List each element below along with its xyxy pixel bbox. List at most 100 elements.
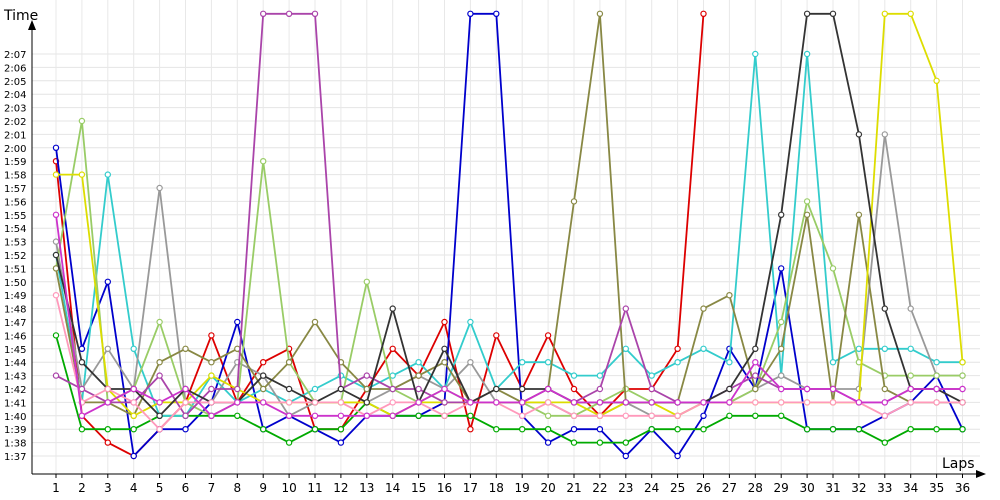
data-point <box>907 399 914 406</box>
data-point <box>881 385 889 393</box>
data-point <box>52 292 60 299</box>
data-point <box>570 426 578 433</box>
data-point <box>52 238 60 245</box>
data-point <box>519 399 526 406</box>
data-point <box>700 345 707 352</box>
data-point <box>467 399 474 406</box>
data-point <box>441 359 448 366</box>
series-line <box>55 12 963 417</box>
series-line <box>55 12 963 417</box>
data-point <box>78 345 86 352</box>
data-point <box>519 412 526 419</box>
x-tick-label: 21 <box>566 481 581 495</box>
data-point <box>596 385 604 393</box>
data-point <box>363 372 370 379</box>
data-point <box>156 184 163 192</box>
data-point <box>208 372 215 379</box>
data-point <box>78 426 86 433</box>
x-tick-label: 19 <box>515 481 530 495</box>
data-point <box>467 412 474 419</box>
data-point <box>260 399 267 406</box>
data-point <box>182 426 189 433</box>
data-point <box>596 412 604 419</box>
data-point <box>933 385 940 393</box>
data-point <box>52 211 60 218</box>
y-tick-label: 1:41 <box>4 398 26 409</box>
x-tick-label: 15 <box>411 481 426 495</box>
series-1 <box>52 10 707 460</box>
series-line <box>55 294 963 431</box>
data-point <box>260 385 267 393</box>
y-tick-label: 1:38 <box>4 439 26 450</box>
data-point <box>104 399 112 406</box>
x-axis-arrow <box>976 470 986 478</box>
data-point <box>778 399 785 406</box>
y-tick-label: 1:46 <box>4 331 26 342</box>
y-tick-label: 1:57 <box>4 184 26 195</box>
data-point <box>234 399 241 406</box>
x-tick-label: 8 <box>233 481 241 495</box>
data-point <box>959 385 966 393</box>
data-point <box>104 278 112 285</box>
data-point <box>467 10 474 18</box>
data-point <box>182 345 189 352</box>
data-point <box>363 385 370 393</box>
y-tick-label: 2:04 <box>4 90 26 101</box>
data-point <box>803 50 811 58</box>
data-point <box>415 412 422 419</box>
data-point <box>959 372 966 379</box>
x-tick-label: 13 <box>359 481 374 495</box>
data-point <box>570 385 578 393</box>
data-point <box>156 318 163 326</box>
data-point <box>493 399 500 406</box>
data-point <box>78 171 86 178</box>
data-point <box>208 385 215 393</box>
data-point <box>907 372 914 379</box>
data-point <box>234 385 241 393</box>
data-point <box>130 345 137 352</box>
y-tick-label: 1:45 <box>4 345 26 356</box>
data-point <box>700 426 707 433</box>
data-point <box>182 412 189 419</box>
data-point <box>389 345 396 352</box>
data-point <box>933 426 940 433</box>
data-point <box>389 305 396 312</box>
x-tick-label: 1 <box>52 481 60 495</box>
data-point <box>544 359 552 366</box>
data-point <box>778 412 785 419</box>
data-point <box>285 359 293 366</box>
data-point <box>285 439 293 446</box>
data-point <box>933 77 940 85</box>
data-point <box>208 399 215 406</box>
data-point <box>130 399 137 406</box>
data-point <box>778 372 785 379</box>
data-point <box>829 385 837 393</box>
data-point <box>156 399 163 406</box>
data-point <box>855 131 863 138</box>
data-point <box>881 131 889 138</box>
data-point <box>752 345 759 352</box>
data-point <box>570 372 578 379</box>
x-tick-label: 27 <box>722 481 737 495</box>
data-point <box>337 399 345 406</box>
data-point <box>881 399 889 406</box>
data-point <box>752 412 759 419</box>
data-point <box>441 399 448 406</box>
data-point <box>881 412 889 419</box>
data-point <box>907 426 914 433</box>
data-point <box>415 359 422 366</box>
data-point <box>622 305 630 312</box>
data-point <box>803 385 811 393</box>
x-tick-label: 17 <box>463 481 478 495</box>
x-tick-label: 29 <box>774 481 789 495</box>
y-tick-label: 1:37 <box>4 452 26 463</box>
y-tick-label: 1:50 <box>4 278 26 289</box>
data-point <box>519 385 526 393</box>
x-tick-label: 3 <box>104 481 112 495</box>
series-line <box>55 335 963 444</box>
data-point <box>570 412 578 419</box>
data-point <box>855 399 863 406</box>
data-point <box>700 399 707 406</box>
data-point <box>493 10 500 18</box>
data-point <box>544 412 552 419</box>
